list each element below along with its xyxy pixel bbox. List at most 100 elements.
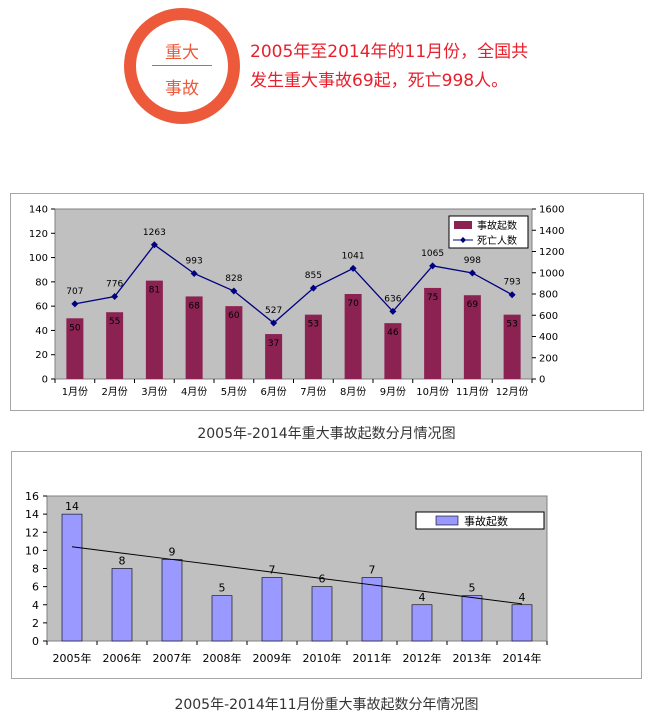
bar-value-label: 5 bbox=[219, 582, 226, 595]
bar-value-label: 68 bbox=[188, 301, 200, 311]
right-axis-tick-label: 400 bbox=[539, 332, 558, 343]
deaths-point bbox=[190, 269, 198, 277]
legend-bar-swatch bbox=[454, 221, 472, 229]
right-axis-tick-label: 1400 bbox=[539, 226, 564, 237]
deaths-point bbox=[468, 269, 476, 277]
x-axis-label: 11月份 bbox=[456, 386, 489, 398]
badge-text-bottom: 事故 bbox=[165, 79, 199, 99]
bar bbox=[61, 513, 83, 642]
bar-value-label: 46 bbox=[387, 328, 399, 338]
bar bbox=[463, 295, 481, 379]
x-axis-label: 2006年 bbox=[103, 651, 142, 665]
y-axis-tick-label: 8 bbox=[32, 563, 39, 576]
yearly-chart: 0 2 4 6 8 10 12 14 16 14 8 9 5 7 6 7 4 5 4 2005年 2006年 2007年 2… bbox=[25, 490, 548, 665]
x-axis-label: 2011年 bbox=[353, 651, 392, 665]
deaths-point bbox=[150, 241, 158, 249]
right-axis-tick-label: 800 bbox=[539, 290, 558, 301]
bar bbox=[111, 568, 133, 642]
bar-value-label: 7 bbox=[269, 564, 276, 577]
y-axis-tick-label: 4 bbox=[32, 599, 39, 612]
deaths-point bbox=[389, 307, 397, 315]
yearly-chart-frame: 0 2 4 6 8 10 12 14 16 14 8 9 5 7 6 7 4 5 4 2005年 2006年 2007年 2… bbox=[11, 451, 642, 679]
deaths-value-label: 707 bbox=[66, 287, 83, 297]
right-axis-tick-label: 0 bbox=[539, 375, 545, 386]
y-axis-tick-label: 0 bbox=[32, 635, 39, 648]
bar bbox=[424, 287, 442, 379]
deaths-value-label: 993 bbox=[186, 256, 203, 266]
bar-value-label: 60 bbox=[228, 311, 240, 321]
monthly-chart-caption: 2005年-2014年重大事故起数分月情况图 bbox=[197, 426, 456, 442]
legend-line-label: 死亡人数 bbox=[477, 234, 517, 247]
y-axis-tick-label: 10 bbox=[25, 544, 39, 557]
x-axis-label: 2010年 bbox=[303, 651, 342, 665]
left-axis-tick-label: 140 bbox=[29, 205, 48, 216]
bar-value-label: 14 bbox=[65, 500, 79, 513]
bar-value-label: 9 bbox=[169, 545, 176, 558]
deaths-value-label: 998 bbox=[464, 256, 481, 266]
badge-divider bbox=[152, 65, 212, 66]
bar bbox=[161, 559, 183, 642]
deaths-value-label: 855 bbox=[305, 271, 322, 281]
bar bbox=[361, 577, 383, 642]
bar bbox=[311, 586, 333, 642]
deaths-point bbox=[71, 300, 79, 308]
monthly-chart: 0204060801001201400200400600800100012001… bbox=[29, 205, 565, 399]
deaths-value-label: 776 bbox=[106, 280, 123, 290]
deaths-value-label: 1263 bbox=[143, 228, 166, 238]
right-axis-tick-label: 600 bbox=[539, 311, 558, 322]
x-axis-label: 4月份 bbox=[181, 386, 207, 398]
x-axis-label: 2014年 bbox=[503, 651, 542, 665]
x-axis-label: 2005年 bbox=[53, 651, 92, 665]
bar bbox=[106, 312, 124, 379]
legend-line-marker bbox=[460, 237, 466, 243]
bar-value-label: 8 bbox=[119, 555, 126, 568]
bar-value-label: 5 bbox=[469, 582, 476, 595]
x-axis-label: 9月份 bbox=[380, 386, 406, 398]
x-axis-label: 2月份 bbox=[101, 386, 127, 398]
left-axis-tick-label: 20 bbox=[35, 350, 48, 361]
deaths-point bbox=[270, 319, 278, 327]
legend-swatch bbox=[435, 515, 459, 526]
yearly-chart-caption: 2005年-2014年11月份重大事故起数分年情况图 bbox=[174, 697, 479, 713]
left-axis-tick-label: 120 bbox=[29, 229, 48, 240]
x-axis-label: 2007年 bbox=[153, 651, 192, 665]
legend-bar-label: 事故起数 bbox=[477, 219, 517, 232]
x-axis-label: 10月份 bbox=[416, 386, 449, 398]
x-axis-label: 2009年 bbox=[253, 651, 292, 665]
deaths-point bbox=[111, 293, 119, 301]
right-axis-tick-label: 1600 bbox=[539, 205, 564, 216]
bar-value-label: 4 bbox=[519, 591, 526, 604]
bar-value-label: 4 bbox=[419, 591, 426, 604]
bar bbox=[503, 314, 521, 379]
x-axis-label: 1月份 bbox=[62, 386, 88, 398]
y-axis-tick-label: 12 bbox=[25, 526, 39, 539]
left-axis-tick-label: 80 bbox=[35, 277, 48, 288]
bar bbox=[461, 595, 483, 642]
bar bbox=[66, 318, 84, 379]
bar-value-label: 37 bbox=[268, 339, 279, 349]
legend-label: 事故起数 bbox=[464, 514, 508, 528]
bar-value-label: 69 bbox=[467, 300, 479, 310]
deaths-value-label: 1041 bbox=[342, 251, 365, 261]
bar-value-label: 75 bbox=[427, 293, 438, 303]
bar bbox=[185, 296, 203, 379]
bar bbox=[344, 294, 362, 379]
bar-value-label: 55 bbox=[109, 317, 120, 327]
bar-value-label: 70 bbox=[347, 299, 359, 309]
deaths-value-label: 636 bbox=[384, 294, 401, 304]
bar bbox=[384, 323, 402, 379]
y-axis-tick-label: 6 bbox=[32, 581, 39, 594]
bar bbox=[411, 604, 433, 642]
bar bbox=[145, 280, 163, 379]
right-axis-tick-label: 1200 bbox=[539, 247, 564, 258]
left-axis-tick-label: 100 bbox=[29, 253, 48, 264]
deaths-line bbox=[74, 243, 513, 324]
deaths-point bbox=[429, 262, 437, 270]
bar bbox=[265, 334, 283, 379]
bar-value-label: 81 bbox=[149, 286, 160, 296]
left-axis-tick-label: 0 bbox=[42, 375, 48, 386]
deaths-value-label: 828 bbox=[225, 274, 242, 284]
x-axis-label: 5月份 bbox=[221, 386, 247, 398]
bar bbox=[225, 306, 243, 379]
deaths-point bbox=[309, 284, 317, 292]
